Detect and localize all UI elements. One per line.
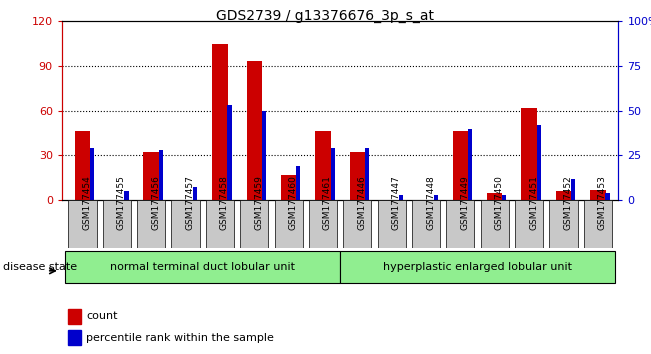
Bar: [556, 191, 571, 200]
Bar: [68, 330, 81, 345]
Bar: [452, 131, 468, 200]
Bar: [331, 148, 335, 200]
Bar: [159, 150, 163, 200]
Text: GSM177456: GSM177456: [151, 175, 160, 230]
Bar: [521, 108, 537, 200]
Bar: [90, 148, 94, 200]
Bar: [240, 200, 268, 248]
Bar: [412, 200, 440, 248]
Bar: [447, 200, 475, 248]
Text: GSM177459: GSM177459: [255, 175, 263, 230]
Bar: [399, 195, 404, 200]
Bar: [365, 148, 369, 200]
Bar: [68, 309, 81, 324]
Text: GSM177461: GSM177461: [323, 175, 332, 230]
Bar: [124, 191, 128, 200]
Bar: [571, 178, 575, 200]
Bar: [536, 125, 541, 200]
Text: GSM177457: GSM177457: [186, 175, 195, 230]
Text: GSM177452: GSM177452: [564, 175, 572, 230]
Text: GSM177455: GSM177455: [117, 175, 126, 230]
Bar: [68, 200, 96, 248]
Bar: [75, 131, 90, 200]
Bar: [378, 200, 406, 248]
Bar: [480, 200, 509, 248]
Text: GSM177458: GSM177458: [220, 175, 229, 230]
Bar: [503, 195, 506, 200]
Bar: [247, 62, 262, 200]
Bar: [227, 105, 232, 200]
Bar: [193, 188, 197, 200]
Text: hyperplastic enlarged lobular unit: hyperplastic enlarged lobular unit: [383, 262, 572, 272]
Text: GSM177448: GSM177448: [426, 175, 435, 230]
Text: GSM177453: GSM177453: [598, 175, 607, 230]
Bar: [171, 200, 200, 248]
Text: disease state: disease state: [3, 262, 77, 272]
Bar: [206, 200, 234, 248]
Text: count: count: [86, 312, 118, 321]
Bar: [143, 152, 159, 200]
Bar: [212, 44, 228, 200]
Bar: [343, 200, 372, 248]
Text: GSM177447: GSM177447: [392, 175, 400, 230]
Text: normal terminal duct lobular unit: normal terminal duct lobular unit: [110, 262, 295, 272]
Text: GSM177446: GSM177446: [357, 175, 367, 230]
Text: GDS2739 / g13376676_3p_s_at: GDS2739 / g13376676_3p_s_at: [217, 9, 434, 23]
Bar: [487, 193, 503, 200]
Text: GSM177451: GSM177451: [529, 175, 538, 230]
Bar: [590, 190, 605, 200]
Text: GSM177454: GSM177454: [83, 175, 91, 230]
Text: GSM177449: GSM177449: [460, 175, 469, 230]
Bar: [103, 200, 131, 248]
Bar: [350, 152, 365, 200]
Bar: [340, 251, 615, 283]
Bar: [549, 200, 577, 248]
Text: percentile rank within the sample: percentile rank within the sample: [86, 332, 274, 343]
Bar: [605, 193, 609, 200]
Bar: [65, 251, 340, 283]
Bar: [137, 200, 165, 248]
Bar: [281, 175, 296, 200]
Bar: [515, 200, 543, 248]
Bar: [262, 110, 266, 200]
Bar: [434, 195, 437, 200]
Bar: [309, 200, 337, 248]
Bar: [584, 200, 612, 248]
Bar: [275, 200, 303, 248]
Bar: [315, 131, 331, 200]
Bar: [296, 166, 300, 200]
Text: GSM177450: GSM177450: [495, 175, 504, 230]
Text: GSM177460: GSM177460: [288, 175, 298, 230]
Bar: [468, 129, 472, 200]
